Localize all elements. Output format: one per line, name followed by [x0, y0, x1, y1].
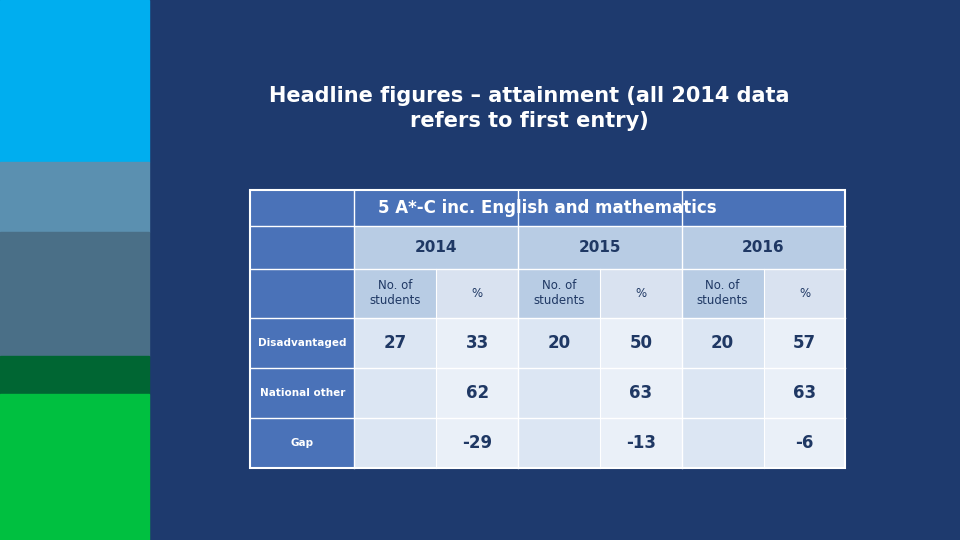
Text: 62: 62 [466, 384, 489, 402]
Text: Headline figures – attainment (all 2014 data
refers to first entry): Headline figures – attainment (all 2014 … [269, 85, 789, 131]
Text: %: % [471, 287, 483, 300]
Text: National other: National other [259, 388, 345, 398]
Text: -29: -29 [462, 434, 492, 452]
Text: No. of
students: No. of students [533, 279, 585, 307]
Text: 2015: 2015 [579, 240, 621, 255]
Text: 5 A*-C inc. English and mathematics: 5 A*-C inc. English and mathematics [378, 199, 717, 217]
Text: Disadvantaged: Disadvantaged [258, 338, 347, 348]
Text: 27: 27 [384, 334, 407, 352]
Text: No. of
students: No. of students [697, 279, 749, 307]
Text: -13: -13 [626, 434, 656, 452]
Text: 50: 50 [630, 334, 652, 352]
Text: 57: 57 [793, 334, 816, 352]
Text: 63: 63 [629, 384, 653, 402]
Text: 63: 63 [793, 384, 816, 402]
Text: -6: -6 [795, 434, 814, 452]
Bar [251, 190, 846, 226]
Text: %: % [636, 287, 646, 300]
Text: 20: 20 [547, 334, 570, 352]
Text: Gap: Gap [291, 438, 314, 448]
Text: 2016: 2016 [742, 240, 785, 255]
Text: %: % [799, 287, 810, 300]
Text: 20: 20 [711, 334, 734, 352]
Text: 2014: 2014 [415, 240, 458, 255]
Text: No. of
students: No. of students [370, 279, 421, 307]
Text: 33: 33 [466, 334, 489, 352]
